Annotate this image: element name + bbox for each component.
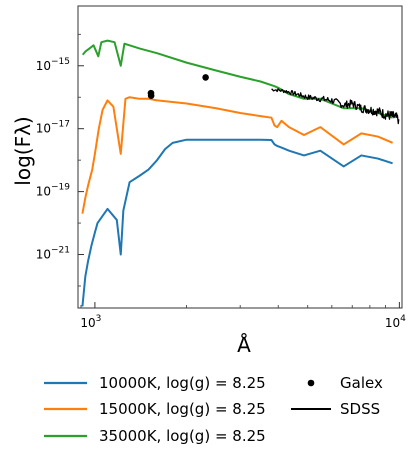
legend-label-right-0: Galex (340, 374, 383, 392)
legend-swatch-right-0 (307, 379, 315, 387)
axes-frame (77, 5, 403, 309)
ticks-layer: 103 104 10−15 10−17 10−19 10−21 (36, 33, 406, 330)
legend-label-left-2: 35000K, log(g) = 8.25 (99, 427, 266, 445)
series-line-sdss (271, 88, 400, 125)
legend: 10000K, log(g) = 8.25 15000K, log(g) = 8.… (44, 374, 383, 445)
y-tick-label-2: 10−19 (36, 183, 71, 199)
series-line-10000k-log-g-8-25 (81, 138, 393, 307)
series-layer (81, 39, 400, 307)
legend-label-right-1: SDSS (340, 400, 380, 418)
galex-point-2 (202, 74, 209, 81)
y-axis-label: log(Fλ) (11, 116, 35, 185)
x-tick-label-0: 103 (80, 314, 101, 330)
y-tick-label-3: 10−21 (36, 246, 70, 262)
series-line-15000k-log-g-8-25 (81, 96, 393, 214)
y-axis-label-group: log(Fλ) (11, 116, 35, 185)
series-line-35000k-log-g-8-25 (81, 39, 393, 119)
x-axis-label: Å (237, 333, 251, 357)
x-tick-label-1: 104 (385, 314, 406, 330)
legend-label-left-0: 10000K, log(g) = 8.25 (99, 374, 266, 392)
y-tick-label-1: 10−17 (36, 120, 70, 136)
legend-label-left-1: 15000K, log(g) = 8.25 (99, 400, 266, 418)
y-tick-label-0: 10−15 (36, 57, 70, 73)
galex-point-1 (147, 92, 155, 99)
